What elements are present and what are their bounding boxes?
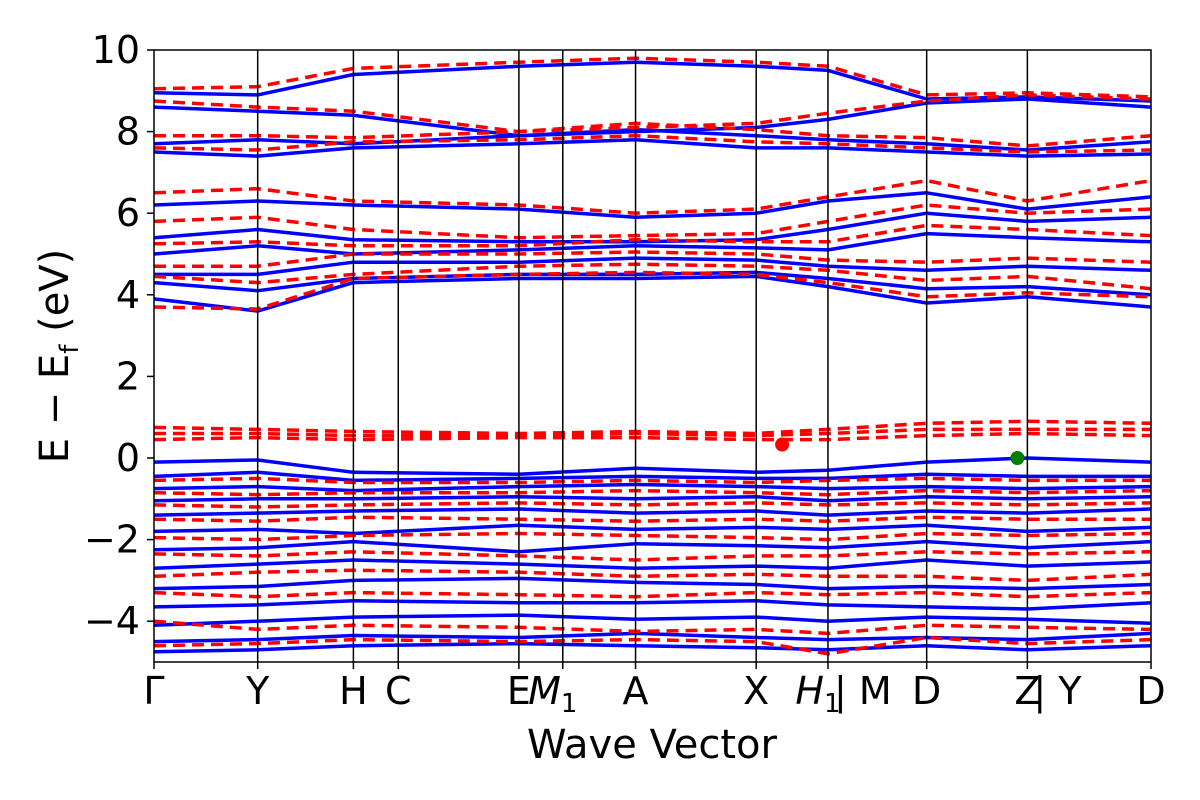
dft-band-10 [154,482,1151,493]
dft-band-20 [154,127,1151,152]
wannier-band-4 [154,550,1151,562]
x-tick-label: E [507,669,531,713]
wannier-band-3 [154,568,1151,583]
x-axis-label: Wave Vector [527,722,778,768]
y-ticks: −4 −2 0 2 4 6 8 10 [84,28,154,643]
x-tick-label: C [385,669,412,713]
dft-band-11 [154,470,1151,483]
wannier-band-1 [154,619,1151,636]
x-ticks: Γ Y H C EM1 A X H1| M D Z| Y D [143,662,1166,719]
plot-frame [153,49,1152,663]
dft-band-9 [154,495,1151,503]
y-tick-label: 2 [116,354,140,398]
wannier-band-0 [154,635,1151,656]
wannier-band-6 [154,515,1151,523]
wannier-band-14 [154,262,1151,291]
y-tick-label: −2 [84,518,140,562]
wannier-band-17 [154,203,1151,240]
extremum-markers [775,437,1025,465]
x-tick-label: | Y [1033,669,1082,714]
y-axis-label-subscript: f [55,344,85,354]
cbm-marker [775,437,790,452]
x-tick-label: M1 [528,669,577,719]
kpoint-lines [256,50,1029,662]
dft-band-15 [154,256,1151,277]
y-axis-label-unit: (eV) [32,249,78,345]
x-tick-label: A [623,669,649,713]
y-axis-label-main: E − E [32,354,78,464]
x-tick-label: Z [1014,669,1040,713]
wannier-band-19 [154,133,1151,154]
y-tick-label: 0 [116,436,140,480]
x-tick-label: Y [245,669,270,713]
x-tick-label: X [743,669,769,713]
y-tick-label: 8 [116,110,140,154]
wannier-band-7 [154,501,1151,509]
y-tick-label: −4 [84,599,140,643]
y-tick-label: 10 [92,28,140,72]
wannier-band-15 [154,250,1151,268]
dft-band-1 [154,631,1151,644]
y-tick-label: 6 [116,191,140,235]
dft-band-19 [154,138,1151,158]
wannier-band-16 [154,223,1151,248]
dft-band-2 [154,613,1151,628]
dft-band-12 [154,456,1151,477]
dft-band-14 [154,270,1151,297]
dft-band-8 [154,507,1151,517]
wannier-band-9 [154,476,1151,485]
wannier-band-10 [154,431,1151,442]
dft-band-0 [154,641,1151,654]
wannier-band-8 [154,488,1151,497]
bands-layer [154,56,1151,656]
wannier-band-21 [154,93,1151,134]
dft-band-3 [154,599,1151,611]
x-tick-label: D [1136,669,1165,713]
dft-band-4 [154,576,1151,591]
dft-band-7 [154,523,1151,536]
wannier-band-18 [154,178,1151,215]
wannier-band-5 [154,531,1151,542]
dft-band-5 [154,558,1151,570]
wannier-band-12 [154,419,1151,436]
wannier-band-22 [154,56,1151,99]
dft-band-6 [154,539,1151,554]
wannier-band-11 [154,427,1151,438]
vbm-marker [1010,451,1025,465]
x-tick-label: H [339,669,368,713]
y-axis-label: E − Ef (eV) [32,249,85,464]
x-tick-label: Γ [143,669,164,713]
x-tick-label: | M [834,669,892,714]
dft-band-16 [154,231,1151,256]
wannier-band-13 [154,270,1151,311]
dft-band-18 [154,191,1151,220]
dft-band-21 [154,97,1151,138]
y-tick-label: 4 [116,273,140,317]
x-tick-label: H1 [795,669,840,719]
dft-band-13 [154,274,1151,313]
wannier-band-2 [154,590,1151,599]
x-tick-label: D [912,669,941,713]
